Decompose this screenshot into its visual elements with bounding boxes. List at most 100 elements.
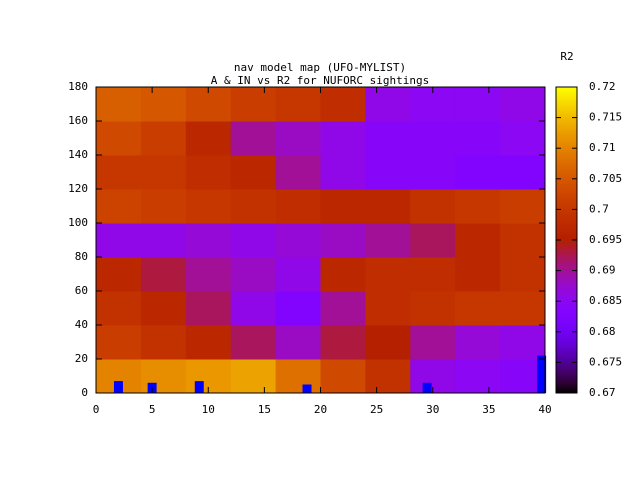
heat-cell xyxy=(410,223,456,258)
x-tick-label: 20 xyxy=(314,403,327,416)
heat-cell xyxy=(275,87,321,122)
heat-cell xyxy=(365,87,411,122)
heat-cell xyxy=(140,155,187,190)
heat-cell xyxy=(320,257,366,292)
heat-cell xyxy=(455,359,501,394)
colorbar-tick-label: 0.7 xyxy=(589,202,609,215)
colorbar-tick-label: 0.67 xyxy=(589,386,616,399)
colorbar-tick-label: 0.705 xyxy=(589,172,622,185)
chart-subtitle: A & IN vs R2 for NUFORC sightings xyxy=(211,74,430,87)
colorbar-label: R2 xyxy=(560,50,573,63)
heat-cell xyxy=(230,257,277,292)
heat-cell xyxy=(500,325,546,360)
heat-cell xyxy=(320,155,366,190)
x-tick-label: 35 xyxy=(482,403,495,416)
colorbar-tick-label: 0.685 xyxy=(589,294,622,307)
heat-cell xyxy=(320,189,366,224)
x-tick-label: 40 xyxy=(538,403,551,416)
heat-cell xyxy=(275,121,321,156)
x-tick-label: 25 xyxy=(370,403,383,416)
heat-cell xyxy=(275,189,321,224)
heat-cell xyxy=(185,189,232,224)
heat-cell xyxy=(230,291,277,326)
heat-cell xyxy=(185,121,232,156)
heat-cell xyxy=(365,359,411,394)
heat-cell xyxy=(365,155,411,190)
heat-cell xyxy=(96,223,142,258)
heat-cell xyxy=(320,325,366,360)
heat-cell xyxy=(410,291,456,326)
x-tick-label: 15 xyxy=(258,403,271,416)
x-tick-label: 0 xyxy=(93,403,100,416)
heat-cell xyxy=(410,257,456,292)
heat-cell xyxy=(185,325,232,360)
colorbar-tick-label: 0.69 xyxy=(589,264,616,277)
heat-cell xyxy=(275,257,321,292)
heat-cell xyxy=(500,291,546,326)
heat-cell xyxy=(230,87,277,122)
heat-cell xyxy=(500,189,546,224)
colorbar-tick-label: 0.72 xyxy=(589,80,616,93)
heat-cell xyxy=(455,155,501,190)
y-tick-label: 140 xyxy=(68,148,88,161)
y-tick-label: 80 xyxy=(75,250,88,263)
marker-bar xyxy=(302,384,312,393)
heat-cell xyxy=(140,121,187,156)
heat-cell xyxy=(140,257,187,292)
heat-cell xyxy=(275,155,321,190)
heat-cell xyxy=(230,121,277,156)
heat-cell xyxy=(410,189,456,224)
heat-cell xyxy=(230,359,277,394)
colorbar-tick-label: 0.695 xyxy=(589,233,622,246)
heat-cell xyxy=(500,121,546,156)
heat-cell xyxy=(320,359,366,394)
heat-cell xyxy=(230,189,277,224)
heat-cell xyxy=(185,291,232,326)
y-tick-label: 0 xyxy=(81,386,88,399)
heat-cell xyxy=(365,189,411,224)
marker-bar xyxy=(422,382,432,393)
y-tick-label: 180 xyxy=(68,80,88,93)
colorbar-tick-label: 0.715 xyxy=(589,111,622,124)
heat-cell xyxy=(96,325,142,360)
x-tick-label: 10 xyxy=(202,403,215,416)
colorbar-tick-label: 0.68 xyxy=(589,325,616,338)
heat-cell xyxy=(185,155,232,190)
heat-cell xyxy=(500,155,546,190)
y-tick-label: 20 xyxy=(75,352,88,365)
heat-cell xyxy=(365,325,411,360)
heat-cell xyxy=(96,189,142,224)
heat-cell xyxy=(140,87,187,122)
heat-cell xyxy=(275,223,321,258)
heat-cell xyxy=(320,87,366,122)
colorbar-tick-label: 0.675 xyxy=(589,355,622,368)
heat-cell xyxy=(230,155,277,190)
marker-bar xyxy=(194,381,204,393)
heat-cell xyxy=(96,291,142,326)
heat-cell xyxy=(275,291,321,326)
x-tick-label: 30 xyxy=(426,403,439,416)
heat-cell xyxy=(140,325,187,360)
heat-cell xyxy=(275,359,321,394)
heat-cell xyxy=(365,257,411,292)
heat-cell xyxy=(500,257,546,292)
heat-cell xyxy=(455,257,501,292)
heat-cell xyxy=(230,325,277,360)
heat-cell xyxy=(140,291,187,326)
y-tick-label: 40 xyxy=(75,318,88,331)
heat-cell xyxy=(96,257,142,292)
heat-cell xyxy=(410,325,456,360)
y-tick-label: 120 xyxy=(68,182,88,195)
heat-cell xyxy=(96,155,142,190)
heat-cell xyxy=(230,223,277,258)
heat-cell xyxy=(185,257,232,292)
heat-cell xyxy=(500,223,546,258)
heat-cell xyxy=(185,223,232,258)
heat-cell xyxy=(410,155,456,190)
heat-cell xyxy=(96,121,142,156)
y-tick-label: 160 xyxy=(68,114,88,127)
heat-cell xyxy=(96,87,142,122)
marker-bar xyxy=(537,355,547,393)
heat-cell xyxy=(455,87,501,122)
heat-cell xyxy=(140,223,187,258)
